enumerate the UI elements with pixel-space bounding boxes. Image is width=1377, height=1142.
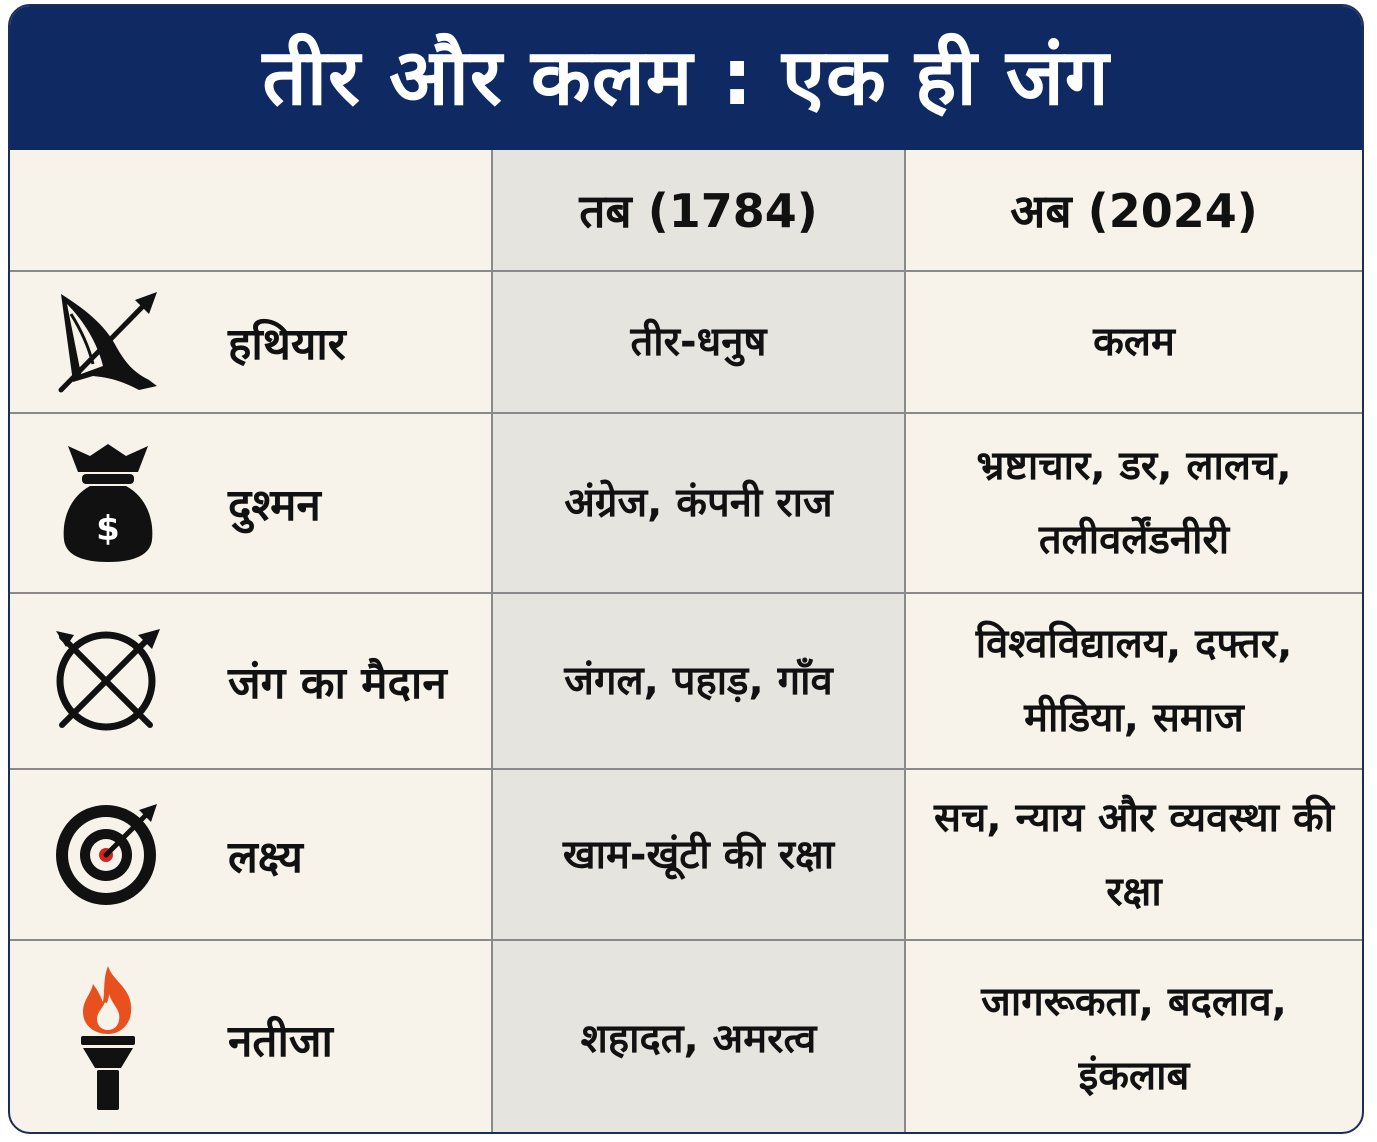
row-then-enemy: अंग्रेज, कंपनी राज <box>564 480 833 526</box>
comparison-card: तीर और कलम : एक ही जंग तब (1784) अब (202… <box>8 4 1364 1134</box>
row-label-goal: लक्ष्य <box>228 831 303 883</box>
table-cell-then: जंगल, पहाड़, गाँव <box>493 594 906 770</box>
header-empty-cell <box>10 150 493 272</box>
table-row-label: जंग का मैदान <box>10 594 493 770</box>
svg-text:$: $ <box>96 509 120 549</box>
target-icon <box>48 795 168 915</box>
torch-icon <box>48 965 168 1110</box>
row-label-battlefield: जंग का मैदान <box>228 658 447 709</box>
row-then-battlefield: जंगल, पहाड़, गाँव <box>564 658 833 704</box>
row-then-result: शहादत, अमरत्व <box>580 1015 817 1062</box>
table-row-label: हथियार <box>10 272 493 414</box>
row-now-battlefield: विश्वविद्यालय, दफ्तर, मीडिया, समाज <box>975 621 1293 741</box>
table-cell-now: जागरूकता, बदलाव, इंकलाब <box>906 941 1362 1132</box>
row-now-goal: सच, न्याय और व्यवस्था की रक्षा <box>933 794 1335 915</box>
title-bar: तीर और कलम : एक ही जंग <box>10 6 1362 150</box>
bow-arrow-icon <box>48 282 168 402</box>
header-then-cell: तब (1784) <box>493 150 906 272</box>
header-now-cell: अब (2024) <box>906 150 1362 272</box>
row-label-enemy: दुश्मन <box>228 480 321 531</box>
table-cell-then: तीर-धनुष <box>493 272 906 414</box>
money-bag-icon: $ <box>48 443 168 563</box>
table-cell-now: कलम <box>906 272 1362 414</box>
page-title: तीर और कलम : एक ही जंग <box>262 33 1110 123</box>
row-now-result: जागरूकता, बदलाव, इंकलाब <box>981 978 1287 1099</box>
table-row-label: लक्ष्य <box>10 770 493 941</box>
row-label-weapon: हथियार <box>228 319 346 370</box>
row-then-goal: खाम-खूंटी की रक्षा <box>562 831 835 878</box>
table-cell-then: अंग्रेज, कंपनी राज <box>493 414 906 594</box>
table-cell-then: शहादत, अमरत्व <box>493 941 906 1132</box>
table-cell-now: सच, न्याय और व्यवस्था की रक्षा <box>906 770 1362 941</box>
table-cell-now: भ्रष्टाचार, डर, लालच, तलीवर्लेंडनीरी <box>906 414 1362 594</box>
row-now-enemy: भ्रष्टाचार, डर, लालच, तलीवर्लेंडनीरी <box>976 443 1292 563</box>
header-then: तब (1784) <box>579 184 818 238</box>
row-now-weapon: कलम <box>1093 319 1175 365</box>
table-cell-then: खाम-खूंटी की रक्षा <box>493 770 906 941</box>
row-then-weapon: तीर-धनुष <box>630 319 767 365</box>
header-now: अब (2024) <box>1010 184 1258 238</box>
table-cell-now: विश्वविद्यालय, दफ्तर, मीडिया, समाज <box>906 594 1362 770</box>
comparison-table: तब (1784) अब (2024) हथियार तीर-धनुष कलम <box>10 150 1362 1132</box>
table-row-label: $ दुश्मन <box>10 414 493 594</box>
row-label-result: नतीजा <box>228 1015 333 1067</box>
crossed-arrows-circle-icon <box>48 621 168 741</box>
table-row-label: नतीजा <box>10 941 493 1132</box>
